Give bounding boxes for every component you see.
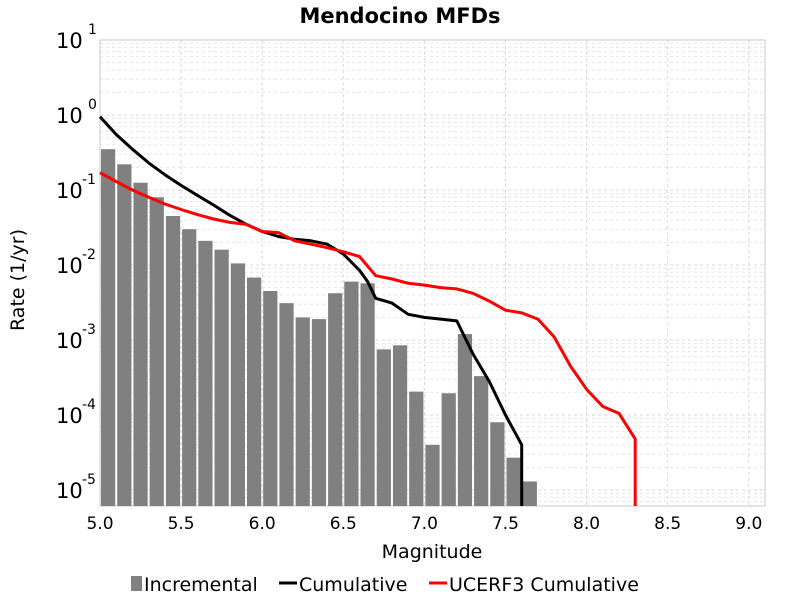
incremental-bar bbox=[425, 444, 440, 506]
x-axis-label: Magnitude bbox=[382, 541, 483, 563]
chart-title: Mendocino MFDs bbox=[299, 4, 500, 28]
cumulative-line bbox=[98, 115, 524, 506]
y-tick-exponent: -5 bbox=[82, 472, 96, 488]
cumulative-lines bbox=[98, 115, 637, 506]
y-tick-exponent: 1 bbox=[88, 22, 97, 38]
x-tick-label: 7.0 bbox=[411, 514, 438, 534]
incremental-bar bbox=[506, 457, 521, 506]
y-axis-label: Rate (1/yr) bbox=[7, 229, 29, 331]
y-tick-label: 10 bbox=[56, 254, 83, 278]
y-tick-label: 10 bbox=[56, 179, 83, 203]
incremental-bar bbox=[133, 182, 148, 506]
incremental-bar bbox=[344, 281, 359, 506]
incremental-bar bbox=[522, 481, 537, 506]
x-tick-label: 8.5 bbox=[654, 514, 681, 534]
x-tick-label: 7.5 bbox=[492, 514, 519, 534]
x-tick-label: 8.0 bbox=[573, 514, 600, 534]
incremental-bar bbox=[214, 249, 229, 507]
incremental-bar bbox=[457, 334, 473, 506]
incremental-bar bbox=[117, 164, 132, 506]
incremental-bar bbox=[230, 263, 245, 506]
x-tick-label: 5.0 bbox=[86, 514, 113, 534]
incremental-bar bbox=[101, 149, 116, 507]
y-tick-label: 10 bbox=[56, 404, 83, 428]
incremental-bar bbox=[165, 216, 181, 506]
y-tick-exponent: -3 bbox=[82, 322, 96, 338]
incremental-bar bbox=[279, 303, 294, 506]
x-axis-ticks: 5.0 5.5 6.0 6.5 7.0 7.5 8.0 8.5 9.0 bbox=[86, 514, 762, 534]
legend-label-incremental: Incremental bbox=[144, 574, 258, 596]
x-tick-label: 5.5 bbox=[168, 514, 195, 534]
x-tick-label: 9.0 bbox=[735, 514, 762, 534]
chart-legend: Incremental Cumulative UCERF3 Cumulative bbox=[131, 574, 639, 596]
incremental-bar bbox=[409, 391, 424, 506]
incremental-bars bbox=[101, 149, 537, 507]
incremental-bar bbox=[441, 393, 456, 506]
incremental-bar bbox=[198, 240, 213, 506]
incremental-bar bbox=[263, 291, 278, 506]
y-tick-exponent: 0 bbox=[88, 97, 97, 113]
incremental-bar bbox=[474, 376, 489, 506]
legend-label-cumulative: Cumulative bbox=[299, 574, 407, 596]
y-tick-label: 10 bbox=[56, 29, 83, 53]
incremental-bar bbox=[392, 345, 408, 506]
incremental-bar bbox=[376, 349, 391, 506]
y-tick-label: 10 bbox=[56, 479, 83, 503]
incremental-bar bbox=[149, 197, 164, 506]
incremental-bar bbox=[295, 317, 310, 506]
incremental-bar bbox=[490, 422, 505, 506]
incremental-bar bbox=[246, 277, 262, 506]
legend-swatch-incremental bbox=[131, 576, 142, 591]
incremental-bar bbox=[328, 293, 343, 506]
y-tick-exponent: -4 bbox=[82, 397, 96, 413]
y-tick-exponent: -2 bbox=[82, 247, 96, 263]
y-tick-exponent: -1 bbox=[82, 172, 96, 188]
incremental-bar bbox=[360, 283, 375, 506]
incremental-bar bbox=[311, 319, 327, 506]
ucerf3-cumulative-line bbox=[99, 171, 637, 506]
x-tick-label: 6.0 bbox=[249, 514, 276, 534]
incremental-bar bbox=[182, 229, 197, 506]
legend-label-ucerf3: UCERF3 Cumulative bbox=[449, 574, 639, 596]
y-tick-label: 10 bbox=[56, 104, 83, 128]
x-tick-label: 6.5 bbox=[330, 514, 357, 534]
y-tick-label: 10 bbox=[56, 329, 83, 353]
